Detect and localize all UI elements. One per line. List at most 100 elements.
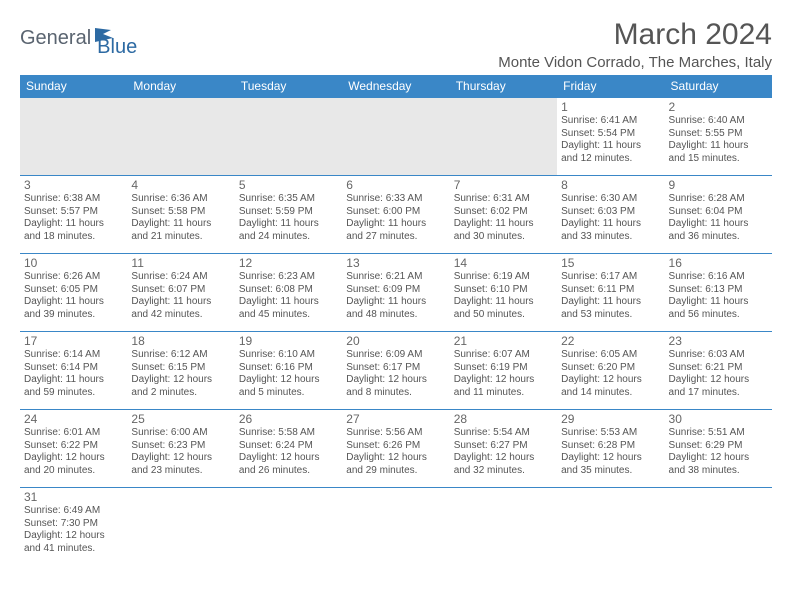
info-line: and 20 minutes. — [24, 465, 123, 478]
info-line: Daylight: 12 hours — [239, 452, 338, 465]
info-line: Sunset: 6:27 PM — [454, 440, 553, 453]
info-line: and 21 minutes. — [131, 231, 230, 244]
weekday-row: SundayMondayTuesdayWednesdayThursdayFrid… — [20, 75, 772, 98]
day-number: 19 — [239, 334, 338, 348]
day-number: 7 — [454, 178, 553, 192]
info-line: Daylight: 11 hours — [454, 296, 553, 309]
month-title: March 2024 — [498, 18, 772, 52]
day-cell: 13Sunrise: 6:21 AMSunset: 6:09 PMDayligh… — [342, 254, 449, 332]
info-line: and 17 minutes. — [669, 387, 768, 400]
info-line: Sunset: 6:09 PM — [346, 284, 445, 297]
info-line: Daylight: 11 hours — [239, 218, 338, 231]
info-line: Sunrise: 5:51 AM — [669, 427, 768, 440]
empty-cell — [342, 488, 449, 566]
day-info: Sunrise: 6:30 AMSunset: 6:03 PMDaylight:… — [561, 193, 660, 243]
day-cell: 12Sunrise: 6:23 AMSunset: 6:08 PMDayligh… — [235, 254, 342, 332]
day-info: Sunrise: 6:14 AMSunset: 6:14 PMDaylight:… — [24, 349, 123, 399]
weekday-header: Thursday — [450, 75, 557, 98]
day-info: Sunrise: 6:05 AMSunset: 6:20 PMDaylight:… — [561, 349, 660, 399]
info-line: Daylight: 12 hours — [24, 452, 123, 465]
info-line: and 48 minutes. — [346, 309, 445, 322]
info-line: Sunset: 6:02 PM — [454, 206, 553, 219]
empty-cell — [20, 98, 127, 176]
day-cell: 10Sunrise: 6:26 AMSunset: 6:05 PMDayligh… — [20, 254, 127, 332]
day-info: Sunrise: 6:33 AMSunset: 6:00 PMDaylight:… — [346, 193, 445, 243]
calendar-body: 1Sunrise: 6:41 AMSunset: 5:54 PMDaylight… — [20, 98, 772, 566]
day-cell: 4Sunrise: 6:36 AMSunset: 5:58 PMDaylight… — [127, 176, 234, 254]
day-info: Sunrise: 6:12 AMSunset: 6:15 PMDaylight:… — [131, 349, 230, 399]
day-number: 8 — [561, 178, 660, 192]
info-line: Sunrise: 5:58 AM — [239, 427, 338, 440]
info-line: Sunrise: 6:17 AM — [561, 271, 660, 284]
empty-cell — [127, 98, 234, 176]
day-number: 2 — [669, 100, 768, 114]
info-line: Daylight: 11 hours — [454, 218, 553, 231]
info-line: Sunset: 6:07 PM — [131, 284, 230, 297]
info-line: Sunset: 6:17 PM — [346, 362, 445, 375]
day-cell: 15Sunrise: 6:17 AMSunset: 6:11 PMDayligh… — [557, 254, 664, 332]
day-info: Sunrise: 6:24 AMSunset: 6:07 PMDaylight:… — [131, 271, 230, 321]
empty-cell — [557, 488, 664, 566]
info-line: Daylight: 12 hours — [346, 452, 445, 465]
title-block: March 2024 Monte Vidon Corrado, The Marc… — [498, 18, 772, 71]
day-cell: 9Sunrise: 6:28 AMSunset: 6:04 PMDaylight… — [665, 176, 772, 254]
info-line: Sunset: 6:13 PM — [669, 284, 768, 297]
day-cell: 19Sunrise: 6:10 AMSunset: 6:16 PMDayligh… — [235, 332, 342, 410]
info-line: Sunset: 5:58 PM — [131, 206, 230, 219]
info-line: Sunrise: 6:01 AM — [24, 427, 123, 440]
day-number: 3 — [24, 178, 123, 192]
info-line: Sunrise: 6:24 AM — [131, 271, 230, 284]
day-cell: 8Sunrise: 6:30 AMSunset: 6:03 PMDaylight… — [557, 176, 664, 254]
day-info: Sunrise: 6:40 AMSunset: 5:55 PMDaylight:… — [669, 115, 768, 165]
day-info: Sunrise: 5:51 AMSunset: 6:29 PMDaylight:… — [669, 427, 768, 477]
info-line: and 42 minutes. — [131, 309, 230, 322]
empty-cell — [450, 488, 557, 566]
day-number: 12 — [239, 256, 338, 270]
day-info: Sunrise: 6:10 AMSunset: 6:16 PMDaylight:… — [239, 349, 338, 399]
info-line: Sunset: 6:22 PM — [24, 440, 123, 453]
empty-cell — [665, 488, 772, 566]
day-info: Sunrise: 6:36 AMSunset: 5:58 PMDaylight:… — [131, 193, 230, 243]
info-line: Sunrise: 5:53 AM — [561, 427, 660, 440]
info-line: Sunrise: 6:03 AM — [669, 349, 768, 362]
calendar-row: 1Sunrise: 6:41 AMSunset: 5:54 PMDaylight… — [20, 98, 772, 176]
logo: General Blue — [20, 18, 137, 59]
day-number: 11 — [131, 256, 230, 270]
logo-text-general: General — [20, 27, 91, 50]
info-line: Sunrise: 6:35 AM — [239, 193, 338, 206]
info-line: Daylight: 11 hours — [346, 218, 445, 231]
info-line: and 12 minutes. — [561, 153, 660, 166]
info-line: Sunrise: 6:09 AM — [346, 349, 445, 362]
calendar-row: 10Sunrise: 6:26 AMSunset: 6:05 PMDayligh… — [20, 254, 772, 332]
info-line: Sunrise: 5:56 AM — [346, 427, 445, 440]
info-line: Sunset: 6:16 PM — [239, 362, 338, 375]
info-line: and 32 minutes. — [454, 465, 553, 478]
info-line: Sunset: 6:21 PM — [669, 362, 768, 375]
info-line: Sunrise: 6:38 AM — [24, 193, 123, 206]
info-line: and 35 minutes. — [561, 465, 660, 478]
info-line: Sunset: 5:54 PM — [561, 128, 660, 141]
empty-cell — [450, 98, 557, 176]
info-line: Daylight: 11 hours — [24, 296, 123, 309]
info-line: and 24 minutes. — [239, 231, 338, 244]
day-cell: 28Sunrise: 5:54 AMSunset: 6:27 PMDayligh… — [450, 410, 557, 488]
info-line: Sunset: 6:10 PM — [454, 284, 553, 297]
info-line: Daylight: 11 hours — [346, 296, 445, 309]
info-line: Daylight: 12 hours — [454, 452, 553, 465]
day-cell: 11Sunrise: 6:24 AMSunset: 6:07 PMDayligh… — [127, 254, 234, 332]
calendar-table: SundayMondayTuesdayWednesdayThursdayFrid… — [20, 75, 772, 566]
info-line: Sunset: 6:11 PM — [561, 284, 660, 297]
day-cell: 1Sunrise: 6:41 AMSunset: 5:54 PMDaylight… — [557, 98, 664, 176]
info-line: Sunset: 6:23 PM — [131, 440, 230, 453]
day-cell: 24Sunrise: 6:01 AMSunset: 6:22 PMDayligh… — [20, 410, 127, 488]
day-cell: 16Sunrise: 6:16 AMSunset: 6:13 PMDayligh… — [665, 254, 772, 332]
info-line: Sunrise: 6:07 AM — [454, 349, 553, 362]
day-cell: 5Sunrise: 6:35 AMSunset: 5:59 PMDaylight… — [235, 176, 342, 254]
info-line: and 27 minutes. — [346, 231, 445, 244]
weekday-header: Saturday — [665, 75, 772, 98]
info-line: Daylight: 12 hours — [346, 374, 445, 387]
weekday-header: Friday — [557, 75, 664, 98]
info-line: and 15 minutes. — [669, 153, 768, 166]
page-header: General Blue March 2024 Monte Vidon Corr… — [20, 18, 772, 71]
info-line: Sunrise: 6:10 AM — [239, 349, 338, 362]
